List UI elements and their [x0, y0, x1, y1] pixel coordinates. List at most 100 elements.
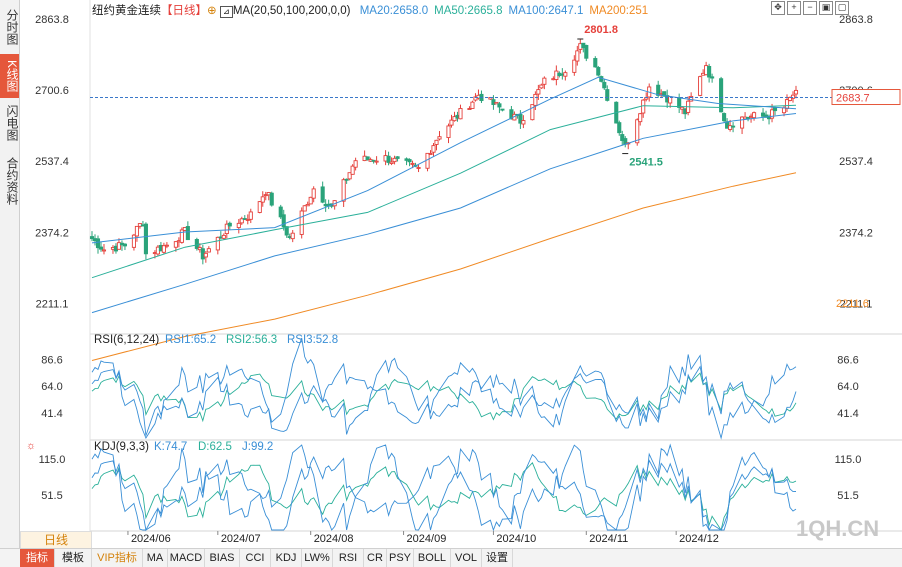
indicator-tab-8[interactable]: LW%: [302, 549, 333, 567]
candle-body: [311, 188, 316, 199]
candle-body: [596, 67, 601, 76]
move-icon[interactable]: ✥: [771, 1, 785, 15]
candle-body: [428, 153, 433, 155]
candle-body: [347, 172, 352, 180]
rsi-tick-right: 86.6: [837, 355, 858, 367]
side-tab-1[interactable]: K线图: [0, 54, 19, 98]
month-label: 2024/07: [221, 533, 261, 545]
indicator-tab-10[interactable]: CR: [364, 549, 387, 567]
candle-body: [194, 239, 199, 249]
side-tab-3[interactable]: 合约资料: [5, 157, 19, 205]
candle-body: [434, 139, 439, 145]
indicator-tab-6[interactable]: CCI: [240, 549, 271, 567]
candle-body: [227, 222, 232, 227]
candle-body: [769, 109, 775, 119]
rsi-tick-left: 64.0: [41, 381, 62, 393]
ma-value-1: MA50:2665.8: [434, 5, 503, 17]
indicator-tab-1[interactable]: 模板: [55, 549, 92, 567]
indicator-tab-7[interactable]: KDJ: [271, 549, 302, 567]
candle-body: [563, 72, 568, 77]
candle-body: [365, 156, 370, 161]
candle-body: [602, 81, 607, 89]
indicator-tab-12[interactable]: BOLL: [414, 549, 451, 567]
zoom-out-icon[interactable]: −: [803, 1, 817, 15]
ma-label: MA(20,50,100,200,0,0): [232, 5, 351, 17]
indicator-tabbar: 指标 模板 VIP指标 MA MACD BIAS CCI KDJ LW% RSI CR PSY BOLL…: [0, 548, 902, 567]
candle-body: [344, 178, 349, 181]
price-tick-right: 2537.4: [839, 156, 873, 168]
candle-body: [536, 89, 541, 95]
indicator-tab-0[interactable]: 指标: [20, 549, 55, 567]
candle-body: [662, 91, 667, 97]
rsi-tick-right: 41.4: [837, 408, 858, 420]
candle-body: [269, 192, 274, 206]
kdj-k: K:74.7: [154, 441, 187, 453]
indicator-tab-13[interactable]: VOL: [451, 549, 482, 567]
candle-body: [122, 243, 128, 247]
candle-body: [437, 136, 442, 140]
ma100-line: [91, 113, 797, 314]
indicator-tab-9[interactable]: RSI: [333, 549, 364, 567]
candle-body: [374, 160, 379, 163]
candle-body: [641, 99, 646, 114]
candle-body: [143, 223, 148, 255]
candle-body: [260, 196, 265, 203]
candle-body: [710, 76, 715, 79]
candle-body: [752, 112, 757, 119]
kdj-tick-left: 51.5: [41, 490, 62, 502]
chart-header: 纽约黄金连续【日线】⊕ ⊿ MA(20,50,100,200,0,0) MA20:…: [92, 2, 648, 18]
ma-value-2: MA100:2647.1: [508, 5, 584, 17]
side-tabs: 分时图 K线图闪电图合约资料: [0, 0, 20, 548]
candle-body: [341, 179, 346, 202]
candle-body: [740, 116, 745, 129]
candle-body: [98, 246, 104, 250]
candle-body: [305, 203, 310, 207]
candle-body: [131, 234, 136, 248]
indicator-tab-5[interactable]: BIAS: [205, 549, 240, 567]
candle-body: [236, 222, 241, 229]
indicator-tab-4[interactable]: MACD: [168, 549, 205, 567]
candle-body: [494, 101, 499, 105]
period-tag: 【日线】: [161, 5, 207, 17]
rsi-title: RSI(6,12,24): [94, 334, 159, 346]
low-label: 2541.5: [629, 157, 663, 169]
side-tab-0[interactable]: 分时图: [5, 9, 19, 45]
instrument-name: 纽约黄金连续: [92, 5, 161, 17]
ma200-line: [91, 172, 797, 361]
candle-body: [386, 155, 391, 163]
candle-body: [575, 50, 580, 62]
indicator-tab-3[interactable]: MA: [143, 549, 168, 567]
rsi-tick-right: 64.0: [837, 381, 858, 393]
settings-icon[interactable]: ⊕: [207, 5, 217, 17]
indicator-tab-2[interactable]: VIP指标: [92, 549, 143, 567]
price-tick-left: 2211.1: [36, 298, 69, 310]
candle-body: [224, 223, 229, 235]
candle-body: [395, 156, 400, 159]
candle-body: [790, 94, 796, 99]
kdj-tick-right: 51.5: [837, 490, 858, 502]
indicator-tab-11[interactable]: PSY: [387, 549, 414, 567]
candle-body: [299, 210, 304, 235]
fullscreen-icon[interactable]: ▢: [835, 1, 849, 15]
period-button[interactable]: 日线: [20, 531, 92, 550]
kdj-j-line: [91, 443, 797, 531]
side-tab-2[interactable]: 闪电图: [5, 105, 19, 141]
ma-value-3: MA200:251: [589, 5, 649, 17]
candle-body: [392, 157, 397, 163]
candle-body: [458, 108, 463, 120]
rsi-tick-left: 86.6: [41, 355, 62, 367]
candle-body: [452, 116, 457, 122]
candle-body: [605, 89, 610, 101]
indicator-tab-14[interactable]: 设置: [482, 549, 513, 567]
candle-body: [533, 93, 538, 106]
candle-body: [290, 232, 295, 240]
restore-icon[interactable]: ▣: [819, 1, 833, 15]
kdj-tick-left: 115.0: [39, 454, 66, 466]
candle-body: [584, 44, 589, 59]
ma-indicator-icon[interactable]: ⊿: [219, 6, 233, 18]
candle-body: [134, 225, 139, 237]
kdj-settings-icon: ☼: [26, 440, 36, 452]
price-tick-left: 2374.2: [35, 227, 69, 239]
candle-body: [389, 161, 394, 164]
zoom-in-icon[interactable]: +: [787, 1, 801, 15]
